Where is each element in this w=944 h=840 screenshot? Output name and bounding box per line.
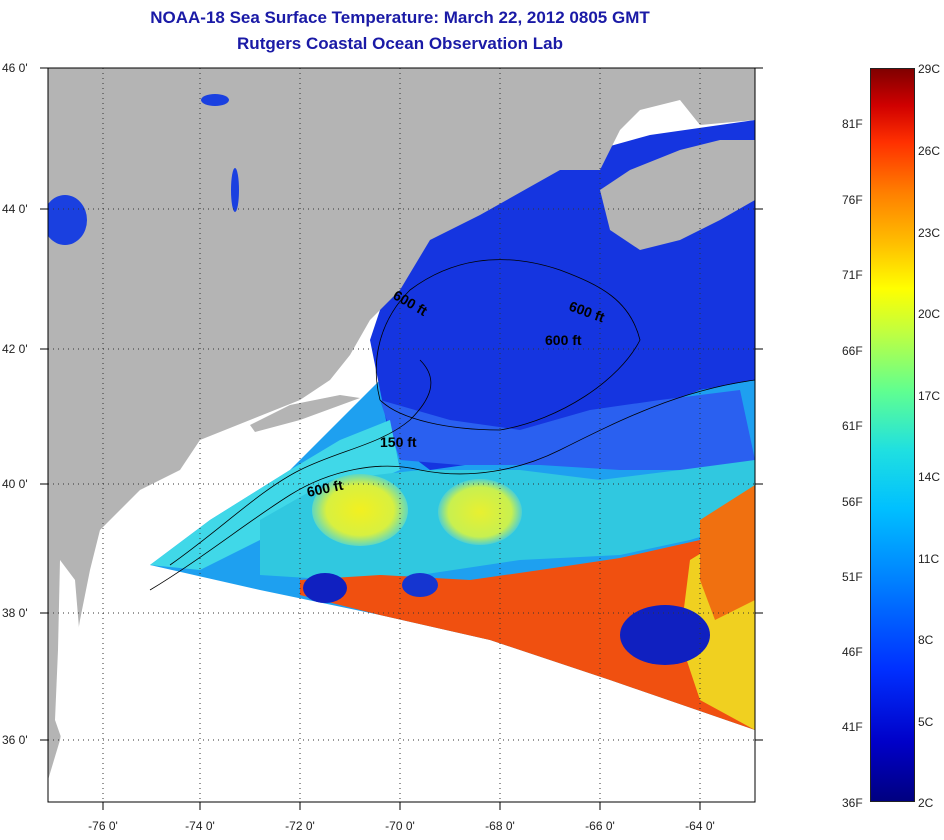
lake (48, 195, 87, 245)
colorbar-label-c: 14C (918, 470, 941, 484)
colorbar-label-c: 11C (918, 552, 940, 566)
colorbar-label-f: 61F (842, 419, 863, 433)
lon-label: -70 0' (385, 819, 415, 833)
colorbar-label-c: 2C (918, 796, 934, 810)
warm-eddy-2 (438, 479, 522, 545)
lon-label: -64 0' (685, 819, 715, 833)
colorbar-label-c: 23C (918, 226, 941, 240)
map-title: NOAA-18 Sea Surface Temperature: March 2… (150, 8, 650, 27)
lat-label: 46 0' (2, 61, 28, 75)
cold-patch (402, 573, 438, 597)
lat-label: 44 0' (2, 202, 28, 216)
colorbar-label-f: 56F (842, 495, 863, 509)
temperature-colorbar (870, 68, 915, 802)
colorbar-label-f: 66F (842, 344, 863, 358)
contour-label: 600 ft (545, 332, 582, 348)
contour-label: 600 ft (305, 477, 344, 500)
cold-core-ring (620, 605, 710, 665)
lat-label: 38 0' (2, 606, 28, 620)
colorbar-label-c: 5C (918, 715, 934, 729)
lake (201, 94, 229, 106)
land-mass (48, 68, 755, 780)
gulf-stream-orange (700, 485, 755, 620)
lon-label: -74 0' (185, 819, 215, 833)
lon-label: -76 0' (88, 819, 118, 833)
gulf-stream (300, 485, 755, 730)
colorbar-label-f: 51F (842, 570, 863, 584)
map-frame (47, 67, 756, 803)
lon-label: -66 0' (585, 819, 615, 833)
lon-label: -72 0' (285, 819, 315, 833)
colorbar-label-c: 26C (918, 144, 941, 158)
colorbar-label-f: 36F (842, 796, 863, 810)
warm-eddy-1 (312, 474, 408, 546)
map-subtitle: Rutgers Coastal Ocean Observation Lab (237, 34, 563, 53)
chesapeake-bay (55, 560, 80, 740)
colorbar-label-c: 20C (918, 307, 941, 321)
ticks (40, 67, 763, 810)
colorbar-label-f: 41F (842, 720, 863, 734)
cold-patch (303, 573, 347, 603)
bathymetry-contours (149, 259, 755, 591)
colorbar-label-f: 46F (842, 645, 863, 659)
lon-label: -68 0' (485, 819, 515, 833)
cold-water-mid (380, 390, 755, 470)
colorbar-label-c: 29C (918, 62, 941, 76)
colorbar-label-f: 71F (842, 268, 863, 282)
contour-label: 150 ft (380, 434, 417, 450)
lat-label: 36 0' (2, 733, 28, 747)
colorbar-label-c: 17C (918, 389, 941, 403)
lake (231, 168, 239, 212)
long-island (250, 395, 360, 432)
colorbar-label-f: 76F (842, 193, 863, 207)
lat-label: 42 0' (2, 342, 28, 356)
nova-scotia (600, 140, 755, 250)
colorbar-label-c: 8C (918, 633, 934, 647)
lat-label: 40 0' (2, 477, 28, 491)
colorbar-label-f: 81F (842, 117, 863, 131)
